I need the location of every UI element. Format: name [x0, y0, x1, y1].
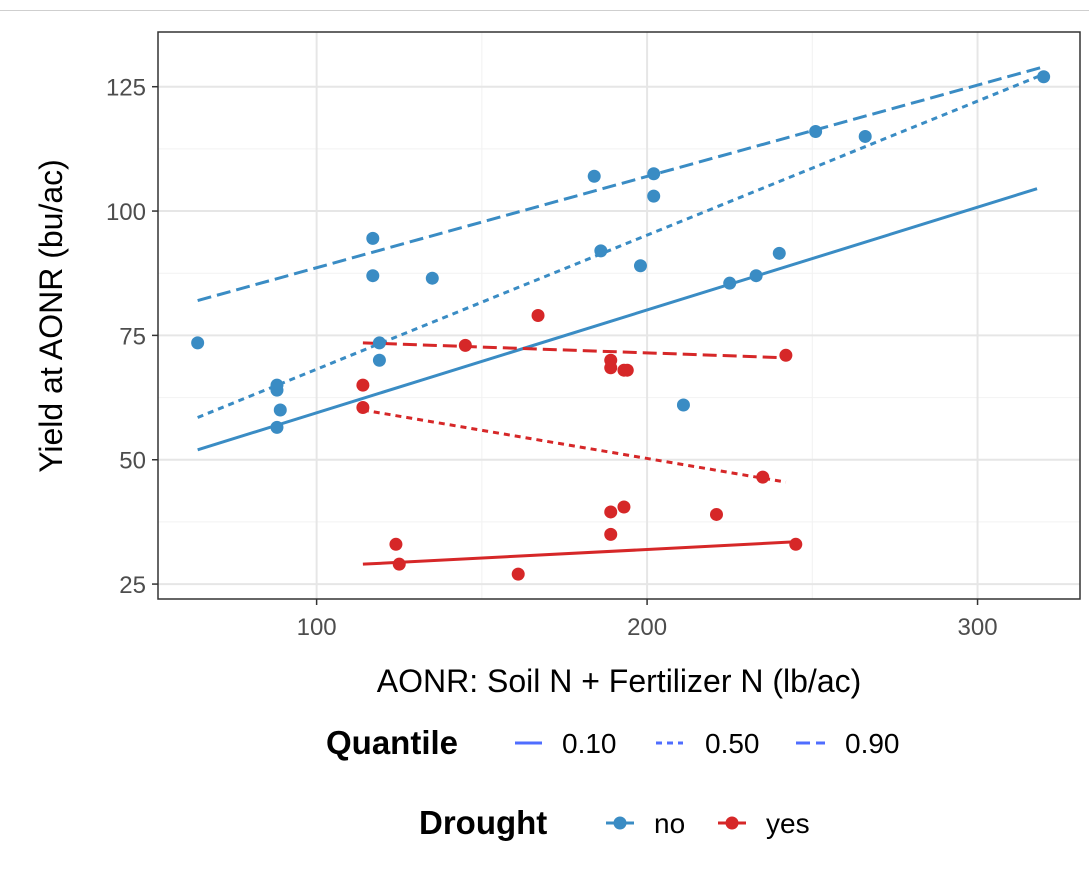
data-point-no — [372, 336, 386, 350]
data-point-yes — [620, 363, 634, 377]
data-point-yes — [389, 537, 403, 551]
data-point-yes — [511, 567, 525, 581]
data-point-yes — [604, 505, 618, 519]
data-point-no — [270, 383, 284, 397]
data-point-yes — [604, 361, 618, 375]
data-point-no — [633, 259, 647, 273]
plot-panel — [157, 31, 1081, 600]
data-point-no — [1037, 70, 1051, 84]
data-point-yes — [756, 470, 770, 484]
legend-label-yes: yes — [766, 808, 810, 839]
panel-background — [158, 32, 1080, 599]
y-tick-label: 100 — [106, 199, 146, 226]
data-point-no — [270, 420, 284, 434]
data-point-no — [749, 269, 763, 283]
y-tick-label: 25 — [119, 572, 146, 599]
data-point-yes — [458, 338, 472, 352]
drought-legend: Drought no yes — [419, 804, 810, 841]
panel-border — [157, 31, 1081, 600]
quantile-line-no-q090 — [197, 65, 1045, 303]
data-point-no — [647, 167, 661, 181]
legend-label-q090: 0.90 — [845, 728, 900, 759]
y-tick-label: 125 — [106, 75, 146, 102]
quantile-line-yes-q090 — [362, 341, 786, 360]
legend-label-no: no — [654, 808, 685, 839]
data-point-no — [676, 398, 690, 412]
data-point-no — [594, 244, 608, 258]
data-point-yes — [392, 557, 406, 571]
data-point-no — [858, 129, 872, 143]
x-tick-label: 100 — [297, 614, 337, 641]
major-gridlines — [158, 32, 1080, 599]
data-point-no — [366, 269, 380, 283]
quantile-legend-title: Quantile — [326, 724, 458, 761]
data-point-yes — [356, 378, 370, 392]
legend-key-yes-dot — [725, 816, 739, 830]
legend-label-q010: 0.10 — [562, 728, 617, 759]
data-point-yes — [604, 527, 618, 541]
data-point-no — [191, 336, 205, 350]
top-divider — [0, 10, 1089, 11]
data-point-no — [425, 271, 439, 285]
quantile-legend: Quantile 0.10 0.50 0.90 — [326, 724, 900, 761]
data-point-yes — [789, 537, 803, 551]
x-tick-label: 300 — [958, 614, 998, 641]
x-axis-title: AONR: Soil N + Fertilizer N (lb/ac) — [377, 663, 862, 699]
data-point-no — [809, 124, 823, 138]
y-tick-label: 75 — [119, 323, 146, 350]
data-points — [191, 70, 1051, 581]
data-point-no — [647, 189, 661, 203]
quantile-lines — [197, 65, 1045, 566]
data-point-yes — [617, 500, 631, 514]
data-point-no — [273, 403, 287, 417]
data-point-no — [772, 246, 786, 260]
data-point-no — [723, 276, 737, 290]
quantile-line-no-q010 — [197, 187, 1038, 452]
data-point-yes — [531, 309, 545, 322]
legend-key-no-dot — [613, 816, 627, 830]
data-point-yes — [356, 401, 370, 415]
data-point-no — [587, 169, 601, 183]
minor-gridlines — [158, 32, 1080, 599]
data-point-no — [366, 231, 380, 245]
x-axis-ticks: 100 200 300 — [297, 599, 998, 641]
data-point-yes — [779, 348, 793, 362]
y-tick-label: 50 — [119, 448, 146, 475]
legend-label-q050: 0.50 — [705, 728, 760, 759]
quantile-line-yes-q010 — [362, 540, 796, 566]
quantile-line-no-q050 — [197, 72, 1045, 419]
drought-legend-title: Drought — [419, 804, 547, 841]
data-point-yes — [709, 507, 723, 521]
x-tick-label: 200 — [627, 614, 667, 641]
data-point-no — [372, 353, 386, 367]
y-axis-ticks: 25 50 75 100 125 — [106, 75, 158, 599]
quantile-line-yes-q050 — [362, 408, 787, 484]
y-axis-title: Yield at AONR (bu/ac) — [33, 159, 69, 473]
